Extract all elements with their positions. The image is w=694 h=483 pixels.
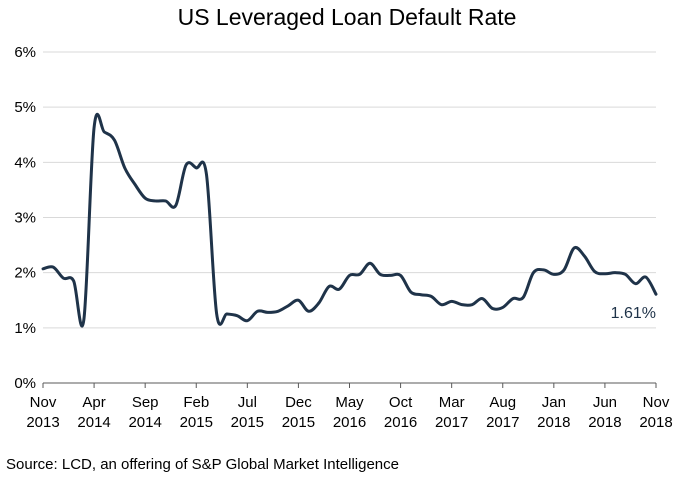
x-tick-label: Nov 2018: [639, 394, 672, 431]
x-tick-label: Dec 2015: [282, 394, 315, 431]
x-tick-label: Jan 2018: [537, 394, 570, 431]
x-tick-label: Apr 2014: [77, 394, 110, 431]
x-tick-label: Nov 2013: [26, 394, 59, 431]
y-tick-label: 4%: [14, 154, 36, 171]
source-note: Source: LCD, an offering of S&P Global M…: [6, 456, 399, 473]
y-tick-label: 6%: [14, 44, 36, 61]
y-tick-label: 1%: [14, 320, 36, 337]
x-tick-label: Jul 2015: [231, 394, 264, 431]
x-tick-label: Mar 2017: [435, 394, 468, 431]
x-tick-label: Sep 2014: [128, 394, 161, 431]
x-tick-label: May 2016: [333, 394, 366, 431]
y-axis-ticks: 0% 1% 2% 3% 4% 5% 6%: [14, 44, 36, 392]
x-tick-label: Aug 2017: [486, 394, 519, 431]
y-tick-label: 2%: [14, 265, 36, 282]
y-tick-label: 0%: [14, 375, 36, 392]
y-tick-label: 5%: [14, 99, 36, 116]
x-tick-label: Oct 2016: [384, 394, 417, 431]
x-axis-ticks: Nov 2013 Apr 2014 Sep 2014 Feb 2015 Jul 2015 Dec 20…: [26, 383, 673, 431]
chart-title: US Leveraged Loan Default Rate: [177, 4, 517, 30]
x-tick-label: Feb 2015: [180, 394, 213, 431]
x-tick-label: Jun 2018: [588, 394, 621, 431]
grid-lines: [43, 51, 656, 329]
y-tick-label: 3%: [14, 210, 36, 227]
default-rate-line: [41, 112, 658, 328]
series-layer: [41, 112, 658, 328]
end-value-label: 1.61%: [611, 305, 656, 322]
